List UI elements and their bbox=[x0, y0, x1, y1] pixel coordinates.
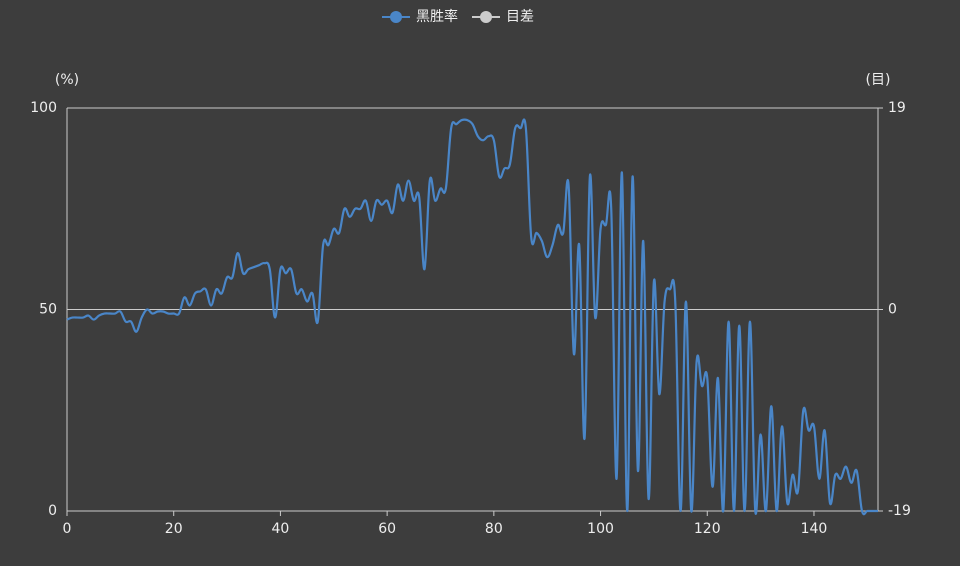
legend-label[interactable]: 目差 bbox=[506, 9, 534, 25]
legend-marker[interactable] bbox=[480, 11, 492, 23]
y2-axis-name: (目) bbox=[866, 72, 891, 88]
y-tick-label: 100 bbox=[30, 100, 57, 116]
x-tick-label: 100 bbox=[587, 521, 614, 537]
x-tick-label: 0 bbox=[63, 521, 72, 537]
y-tick-label: 50 bbox=[39, 302, 57, 318]
legend-marker[interactable] bbox=[390, 11, 402, 23]
data-line bbox=[66, 118, 878, 516]
x-tick-label: 140 bbox=[801, 521, 828, 537]
y-tick-label: 0 bbox=[48, 503, 57, 519]
x-tick-label: 20 bbox=[165, 521, 183, 537]
y2-tick-label: 19 bbox=[888, 100, 906, 116]
x-tick-label: 120 bbox=[694, 521, 721, 537]
y2-tick-label: -19 bbox=[888, 503, 911, 519]
x-tick-label: 80 bbox=[485, 521, 503, 537]
y-axis-name: (%) bbox=[55, 72, 79, 88]
x-tick-label: 40 bbox=[272, 521, 290, 537]
x-tick-label: 60 bbox=[378, 521, 396, 537]
legend-label[interactable]: 黑胜率 bbox=[416, 8, 458, 25]
y2-tick-label: 0 bbox=[888, 302, 897, 318]
